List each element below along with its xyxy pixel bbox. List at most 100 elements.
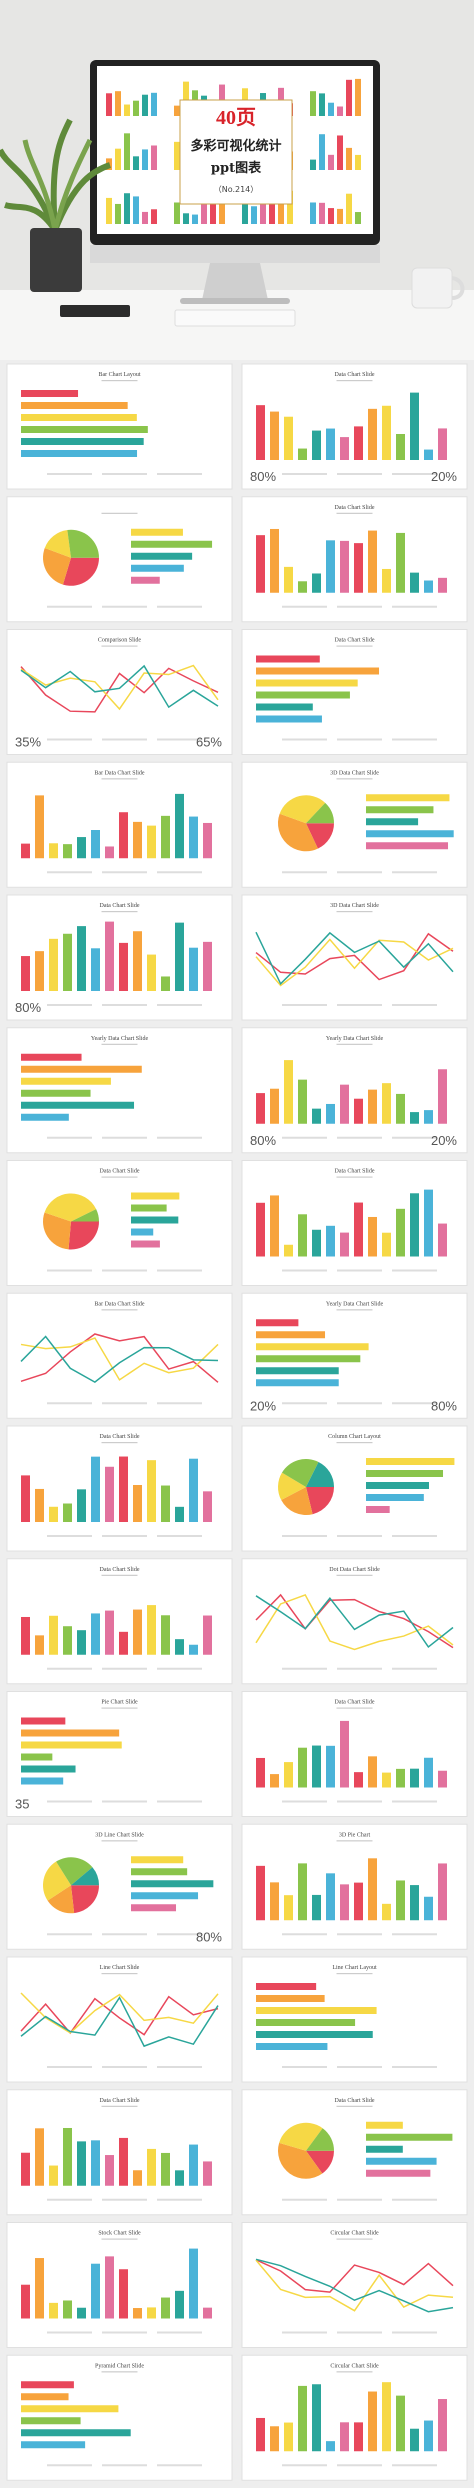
deco-bar [49, 2165, 58, 2186]
deco-bar [21, 1077, 111, 1085]
deco-bar [438, 1770, 447, 1788]
deco-slice [44, 529, 71, 558]
deco-bar [284, 2422, 293, 2452]
slide-title: Data Chart Slide [335, 1169, 375, 1175]
deco-bar [203, 822, 212, 859]
deco-bar [131, 540, 213, 548]
slide-title: Data Chart Slide [335, 505, 375, 511]
text-line [392, 738, 437, 741]
deco-bar [131, 1892, 199, 1900]
deco-bar [63, 933, 72, 991]
text-line [392, 1933, 437, 1936]
thumb-bar [337, 106, 343, 116]
deco-bar [21, 1753, 53, 1761]
deco-line [255, 938, 454, 987]
thumb-bar [269, 201, 275, 224]
thumb-bar [106, 93, 112, 116]
thumb-bar [219, 196, 225, 224]
deco-slice [306, 1461, 334, 1487]
thumb-bar [355, 78, 361, 116]
text-line [157, 1933, 202, 1936]
deco-bar [131, 528, 183, 536]
deco-bar [366, 1470, 444, 1477]
deco-bar [21, 1113, 69, 1121]
subtitle-line [101, 1442, 138, 1444]
slide-title: Data Chart Slide [100, 1434, 140, 1440]
deco-bar [161, 976, 170, 991]
deco-bar [131, 576, 160, 584]
deco-bar [340, 1232, 349, 1257]
deco-bar [21, 2284, 30, 2319]
deco-bar [105, 2155, 114, 2186]
text-line [102, 1933, 147, 1936]
text-line [102, 1269, 147, 1272]
deco-bar [131, 1240, 160, 1248]
thumb-bar [310, 91, 316, 116]
subtitle-line [101, 1973, 138, 1975]
deco-line [20, 664, 219, 709]
text-line [282, 1535, 327, 1537]
stand-base [180, 298, 290, 304]
deco-bar [438, 1223, 447, 1257]
deco-slice [279, 795, 326, 824]
deco-bar [366, 1458, 455, 1465]
text-line [102, 2198, 147, 2201]
subtitle-line [336, 1574, 373, 1576]
slide-stat: 20% [431, 469, 457, 484]
chin [90, 245, 380, 263]
deco-bar [161, 1485, 170, 1522]
thumb-bar [151, 92, 157, 116]
notebook [60, 305, 130, 317]
slide-title: Data Chart Slide [335, 372, 375, 378]
slide [6, 496, 233, 623]
slide-title: Data Chart Slide [335, 2098, 375, 2104]
deco-bar [326, 1103, 335, 1124]
text-line [392, 2331, 437, 2334]
deco-bar [256, 1757, 265, 1788]
deco-bar [35, 1635, 44, 1655]
deco-bar [133, 1609, 142, 1655]
deco-bar [312, 2384, 321, 2452]
slide [241, 1558, 468, 1685]
deco-bar [256, 1995, 325, 2002]
slide-title: Yearly Data Chart Slide [326, 1036, 384, 1042]
deco-bar [147, 2307, 156, 2319]
thumb-bar [319, 93, 325, 116]
deco-bar [175, 922, 184, 991]
deco-bar [354, 1882, 363, 1921]
deco-line [20, 666, 219, 713]
subtitle-line [336, 778, 373, 780]
deco-bar [256, 2417, 265, 2452]
deco-bar [382, 568, 391, 593]
deco-line [255, 2259, 454, 2312]
deco-bar [424, 1110, 433, 1124]
deco-bar [21, 438, 144, 445]
slide [6, 1956, 233, 2083]
subtitle-line [101, 2105, 138, 2107]
slide-stat: 35% [15, 735, 41, 750]
subtitle-line [101, 2238, 138, 2240]
deco-bar [326, 1225, 335, 1257]
slide-title: Bar Data Chart Slide [94, 770, 144, 776]
text-line [392, 605, 437, 608]
deco-bar [119, 812, 128, 859]
text-line [392, 473, 437, 475]
deco-bar [382, 405, 391, 460]
thumb-bar [346, 147, 352, 170]
deco-bar [256, 715, 322, 723]
text-line [392, 1800, 437, 1803]
deco-bar [424, 1189, 433, 1257]
deco-bar [312, 1894, 321, 1921]
deco-bar [256, 1865, 265, 1921]
text-line [392, 1269, 437, 1272]
text-line [282, 1667, 327, 1670]
text-line [157, 2066, 202, 2068]
thumb-bar [142, 211, 148, 224]
deco-bar [21, 1717, 66, 1725]
deco-bar [366, 1494, 424, 1501]
deco-bar [161, 1615, 170, 1655]
subtitle-line [336, 380, 373, 382]
thumb-bar [355, 212, 361, 224]
deco-bar [21, 426, 148, 433]
text-line [47, 738, 92, 741]
